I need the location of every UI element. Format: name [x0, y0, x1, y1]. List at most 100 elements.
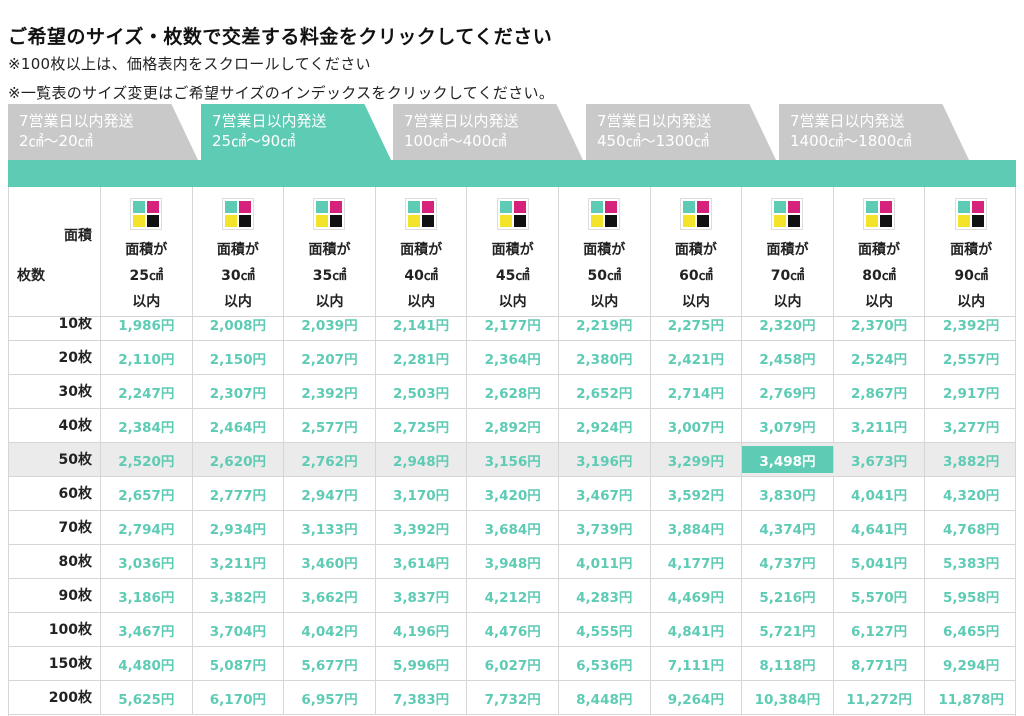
price-cell[interactable]: 3,467円	[101, 613, 193, 646]
price-cell[interactable]: 7,111円	[651, 647, 743, 680]
price-cell[interactable]: 2,892円	[467, 409, 559, 442]
price-cell[interactable]: 2,421円	[651, 341, 743, 374]
price-cell[interactable]: 2,524円	[834, 341, 926, 374]
price-cell[interactable]: 2,867円	[834, 375, 926, 408]
price-cell[interactable]: 3,614円	[376, 545, 468, 578]
price-cell[interactable]: 6,957円	[284, 681, 376, 714]
price-cell[interactable]: 2,520円	[101, 443, 193, 476]
price-cell[interactable]: 4,212円	[467, 579, 559, 612]
price-cell[interactable]: 3,299円	[651, 443, 743, 476]
price-cell[interactable]: 2,947円	[284, 477, 376, 510]
price-cell[interactable]: 7,383円	[376, 681, 468, 714]
price-cell[interactable]: 2,370円	[834, 307, 926, 340]
price-cell[interactable]: 8,448円	[559, 681, 651, 714]
tab-2-20[interactable]: 7営業日以内発送 2㎠〜20㎠	[8, 104, 198, 160]
price-cell[interactable]: 5,041円	[834, 545, 926, 578]
price-cell[interactable]: 2,392円	[284, 375, 376, 408]
price-table[interactable]: 面積 枚数 面積が 25㎠ 以内 面積が 30㎠ 以内 面積が 35㎠ 以内 面積が 40㎠ 以内 面積…	[8, 187, 1016, 716]
price-cell[interactable]: 2,503円	[376, 375, 468, 408]
price-cell[interactable]: 10,384円	[742, 681, 834, 714]
price-cell[interactable]: 3,211円	[834, 409, 926, 442]
price-cell[interactable]: 3,277円	[943, 419, 1000, 436]
price-cell[interactable]: 5,087円	[193, 647, 285, 680]
price-cell[interactable]: 4,476円	[467, 613, 559, 646]
price-cell[interactable]: 3,211円	[193, 545, 285, 578]
price-cell[interactable]: 5,625円	[101, 681, 193, 714]
price-cell[interactable]: 6,465円	[943, 623, 1000, 640]
price-cell[interactable]: 5,570円	[834, 579, 926, 612]
price-cell[interactable]: 6,536円	[559, 647, 651, 680]
price-cell[interactable]: 2,725円	[376, 409, 468, 442]
price-cell[interactable]: 2,458円	[742, 341, 834, 374]
price-cell[interactable]: 2,620円	[193, 443, 285, 476]
price-cell[interactable]: 2,948円	[376, 443, 468, 476]
price-cell[interactable]: 6,170円	[193, 681, 285, 714]
price-cell[interactable]: 2,320円	[742, 307, 834, 340]
price-cell[interactable]: 3,170円	[376, 477, 468, 510]
price-cell[interactable]: 8,771円	[834, 647, 926, 680]
price-cell[interactable]: 2,557円	[943, 351, 1000, 368]
price-cell[interactable]: 4,283円	[559, 579, 651, 612]
price-cell[interactable]: 4,196円	[376, 613, 468, 646]
price-cell[interactable]: 2,917円	[943, 385, 1000, 402]
price-cell[interactable]: 4,841円	[651, 613, 743, 646]
price-cell[interactable]: 8,118円	[742, 647, 834, 680]
price-cell[interactable]: 2,141円	[376, 307, 468, 340]
price-cell[interactable]: 4,374円	[742, 511, 834, 544]
price-cell[interactable]: 3,460円	[284, 545, 376, 578]
price-cell[interactable]: 2,008円	[193, 307, 285, 340]
price-cell[interactable]: 2,934円	[193, 511, 285, 544]
price-cell[interactable]: 3,133円	[284, 511, 376, 544]
price-cell[interactable]: 9,294円	[943, 657, 1000, 674]
price-cell[interactable]: 4,011円	[559, 545, 651, 578]
price-cell[interactable]: 2,464円	[193, 409, 285, 442]
price-cell[interactable]: 5,958円	[943, 589, 1000, 606]
price-cell[interactable]: 5,677円	[284, 647, 376, 680]
price-cell[interactable]: 4,555円	[559, 613, 651, 646]
price-cell[interactable]: 3,882円	[943, 453, 1000, 470]
price-cell[interactable]: 2,769円	[742, 375, 834, 408]
price-cell[interactable]: 3,739円	[559, 511, 651, 544]
price-cell[interactable]: 2,275円	[651, 307, 743, 340]
price-cell[interactable]: 4,042円	[284, 613, 376, 646]
price-cell[interactable]: 3,382円	[193, 579, 285, 612]
price-cell[interactable]: 4,469円	[651, 579, 743, 612]
price-cell[interactable]: 1,986円	[101, 307, 193, 340]
price-cell[interactable]: 4,480円	[101, 647, 193, 680]
price-cell[interactable]: 2,777円	[193, 477, 285, 510]
price-cell[interactable]: 5,721円	[742, 613, 834, 646]
price-cell[interactable]: 11,272円	[834, 681, 926, 714]
price-cell[interactable]: 2,380円	[559, 341, 651, 374]
price-cell[interactable]: 2,207円	[284, 341, 376, 374]
price-cell[interactable]: 6,027円	[467, 647, 559, 680]
price-cell[interactable]: 2,039円	[284, 307, 376, 340]
price-cell[interactable]: 4,641円	[834, 511, 926, 544]
price-cell[interactable]: 3,467円	[559, 477, 651, 510]
price-cell[interactable]: 2,110円	[101, 341, 193, 374]
price-cell[interactable]: 4,041円	[834, 477, 926, 510]
price-cell[interactable]: 3,837円	[376, 579, 468, 612]
price-cell[interactable]: 3,420円	[467, 477, 559, 510]
price-cell[interactable]: 3,948円	[467, 545, 559, 578]
price-cell[interactable]: 3,156円	[467, 443, 559, 476]
price-cell[interactable]: 4,737円	[742, 545, 834, 578]
price-cell[interactable]: 2,628円	[467, 375, 559, 408]
price-cell[interactable]: 4,177円	[651, 545, 743, 578]
price-cell[interactable]: 3,673円	[834, 443, 926, 476]
tab-450-1300[interactable]: 7営業日以内発送 450㎠〜1300㎠	[586, 104, 776, 160]
price-cell[interactable]: 6,127円	[834, 613, 926, 646]
price-cell[interactable]: 4,320円	[943, 487, 1000, 504]
price-cell[interactable]: 2,281円	[376, 341, 468, 374]
price-cell[interactable]: 3,196円	[559, 443, 651, 476]
price-cell[interactable]: 2,657円	[101, 477, 193, 510]
price-cell[interactable]: 3,007円	[651, 409, 743, 442]
price-cell[interactable]: 3,884円	[651, 511, 743, 544]
price-cell[interactable]: 2,392円	[943, 317, 1000, 334]
tab-1400-1800[interactable]: 7営業日以内発送 1400㎠〜1800㎠	[779, 104, 969, 160]
price-cell[interactable]: 5,383円	[943, 555, 1000, 572]
price-cell[interactable]: 7,732円	[467, 681, 559, 714]
price-cell[interactable]: 2,577円	[284, 409, 376, 442]
price-cell[interactable]: 5,996円	[376, 647, 468, 680]
price-cell[interactable]: 2,652円	[559, 375, 651, 408]
price-cell[interactable]: 2,219円	[559, 307, 651, 340]
